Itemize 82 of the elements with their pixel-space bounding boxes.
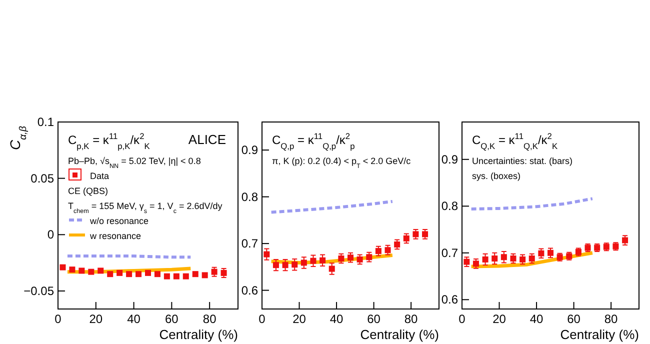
point: [272, 262, 279, 268]
point: [78, 268, 85, 274]
annotation: T$_{chem}$ = 155 MeV, γ$_{s}$ = 1, V$_{c}$ = 2.6dV/dy: [68, 201, 223, 214]
legend-label: w/o resonance: [89, 216, 149, 226]
y-tick-label: 0.9: [441, 152, 458, 166]
annotation: sys. (boxes): [472, 171, 521, 181]
point: [472, 260, 479, 267]
legend-label: w resonance: [89, 231, 142, 241]
point: [192, 271, 198, 278]
x-tick-label: 40: [530, 312, 544, 326]
point: [492, 256, 498, 262]
x-tick-label: 40: [127, 312, 141, 326]
annotation: π, K (p): 0.2 (0.4) < p$_{T}$ < 2.0 GeV/c: [272, 156, 412, 170]
y-tick-label: 0.6: [241, 283, 258, 298]
point: [538, 250, 544, 256]
x-axis-title: Centrality (%): [159, 327, 238, 342]
point: [154, 271, 160, 278]
x-tick-label: 20: [89, 312, 103, 326]
line-series: [270, 253, 394, 264]
y-tick-label: 0.8: [241, 190, 258, 204]
annotation: ALICE: [188, 132, 226, 147]
annotation: Pb–Pb, √s$_{NN}$ = 5.02 TeV, |η| < 0.8: [68, 156, 201, 170]
point: [88, 268, 94, 275]
point: [136, 271, 142, 278]
y-tick-label: 0.7: [241, 236, 258, 251]
point: [60, 264, 66, 270]
point: [366, 254, 372, 260]
annotation: CE (QBS): [68, 186, 108, 196]
point: [145, 270, 151, 276]
x-tick-label: 60: [567, 312, 581, 326]
point: [320, 257, 326, 264]
x-tick-label: 20: [292, 312, 306, 326]
point: [510, 256, 516, 262]
x-tick-label: 80: [404, 312, 418, 326]
x-axis-title: Centrality (%): [560, 327, 639, 342]
line-series: [470, 251, 594, 268]
x-tick-label: 20: [492, 312, 506, 326]
x-tick-label: 40: [330, 312, 344, 326]
point: [116, 270, 123, 276]
point: [164, 273, 170, 280]
x-axis-title: Centrality (%): [360, 327, 439, 342]
legend-label: Data: [90, 171, 110, 181]
point: [384, 247, 391, 254]
point: [328, 266, 335, 272]
y-tick-label: 0.1: [37, 115, 54, 129]
annotation: Uncertainties: stat. (bars): [472, 156, 573, 166]
y-tick-label: −0.05: [24, 284, 54, 298]
point: [500, 254, 507, 260]
point: [98, 268, 104, 274]
x-tick-label: 80: [604, 312, 618, 326]
point: [202, 272, 208, 278]
y-tick-label: 0.05: [30, 171, 54, 186]
point: [548, 250, 554, 256]
y-tick-label: 0.9: [241, 143, 258, 158]
x-tick-label: 60: [367, 312, 381, 326]
x-tick-label: 80: [202, 312, 217, 326]
y-tick-label: 0: [47, 228, 54, 242]
y-tick-label: 0.8: [441, 199, 458, 214]
point: [107, 271, 114, 278]
point: [292, 262, 298, 268]
point: [356, 256, 363, 262]
line-series: [270, 200, 394, 214]
point: [69, 266, 76, 273]
point: [394, 241, 400, 248]
point: [126, 271, 132, 278]
point: [403, 235, 410, 242]
point: [264, 251, 270, 258]
point: [310, 258, 316, 264]
point: [282, 262, 288, 268]
point: [375, 248, 382, 254]
point: [338, 256, 344, 262]
line-series: [470, 197, 594, 210]
x-tick-label: 60: [165, 312, 179, 326]
point: [520, 256, 526, 262]
y-tick-label: 0.7: [441, 246, 458, 260]
point: [348, 254, 354, 261]
point: [482, 256, 488, 262]
point: [173, 273, 180, 280]
point: [300, 260, 307, 266]
point: [528, 256, 535, 262]
point: [182, 273, 189, 280]
y-tick-label: 0.6: [441, 292, 458, 307]
